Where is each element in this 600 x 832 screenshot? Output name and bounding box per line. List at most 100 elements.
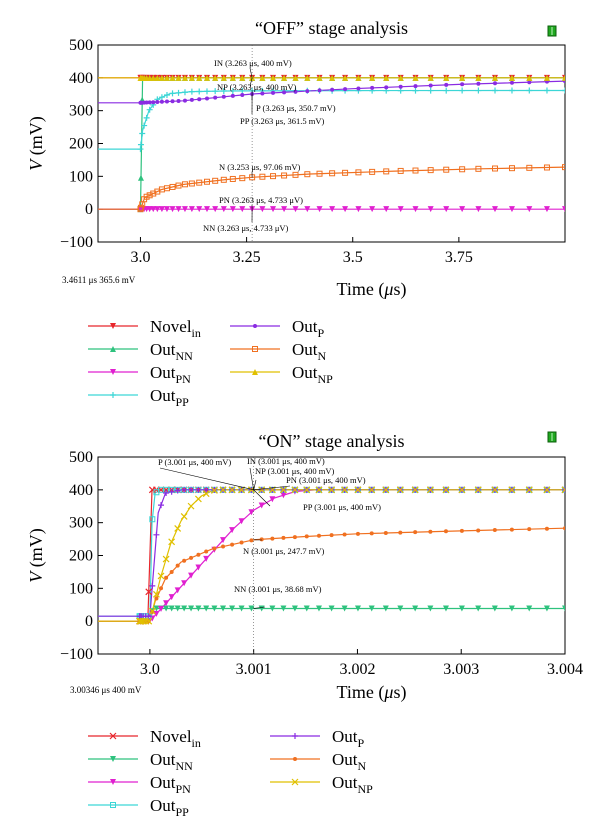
data-marker: [428, 88, 434, 94]
data-marker: [444, 529, 448, 533]
data-marker: [259, 502, 265, 508]
y-tick-label: 0: [85, 201, 93, 218]
legend-label-main: Out: [150, 773, 176, 792]
legend-label-sub: in: [192, 736, 201, 750]
plot-area: [98, 75, 568, 212]
legend-label-sub: P: [318, 326, 325, 340]
annotation-label: PN (3.001 μs, 400 mV): [286, 475, 366, 485]
legend-item-out-p: OutP: [230, 317, 325, 340]
on-stage-chart: “ON” stage analysis5004003002001000−1003…: [0, 420, 600, 827]
data-marker: [204, 88, 210, 94]
data-marker: [196, 88, 202, 94]
legend-label-sub: PP: [176, 395, 190, 409]
legend-label: OutPP: [150, 386, 189, 409]
y-tick-label: 500: [69, 37, 93, 54]
annotation-label: NN (3.001 μs, 38.68 mV): [234, 584, 322, 594]
legend-label: Novelin: [150, 727, 201, 750]
chart-title: “ON” stage analysis: [259, 431, 405, 451]
data-marker: [398, 531, 402, 535]
y-axis-label-unit: (mV): [26, 116, 47, 160]
annotation-label: P (3.001 μs, 400 mV): [158, 457, 231, 467]
data-marker: [384, 85, 388, 89]
legend-label-main: Out: [292, 363, 318, 382]
data-marker: [527, 527, 531, 531]
data-marker: [293, 535, 297, 539]
green-square-icon: [548, 26, 556, 36]
legend-label-main: Out: [292, 340, 318, 359]
annotation-leader: [160, 468, 254, 490]
legend-label-main: Novel: [150, 727, 192, 746]
data-marker: [443, 88, 449, 94]
data-marker: [231, 94, 235, 98]
data-marker: [138, 142, 144, 148]
legend-item-out-nn: OutNN: [88, 340, 193, 363]
data-marker: [544, 87, 550, 93]
legend-label-main: Out: [150, 750, 176, 769]
data-marker: [545, 527, 549, 531]
x-tick-label: 3.75: [445, 249, 473, 266]
legend-swatch-marker: [110, 392, 116, 398]
series-out-n: [98, 167, 565, 209]
legend-swatch-marker: [253, 324, 257, 328]
legend-item-out-n: OutN: [230, 340, 327, 363]
data-marker: [270, 537, 274, 541]
legend-label-sub: P: [358, 736, 365, 750]
x-axis-label: Time (μs): [337, 279, 407, 300]
legend-item-out-n: OutN: [270, 750, 367, 773]
data-marker: [196, 553, 200, 557]
legend-label-sub: PN: [176, 372, 192, 386]
data-marker: [563, 526, 567, 530]
legend-label: OutNP: [292, 363, 333, 386]
data-marker: [399, 85, 403, 89]
data-marker: [460, 529, 464, 533]
data-marker: [562, 87, 568, 93]
legend-label: OutP: [292, 317, 325, 340]
green-square-icon: [548, 432, 556, 442]
data-marker: [181, 513, 187, 519]
data-marker: [155, 100, 159, 104]
legend-label-main: Out: [150, 340, 176, 359]
y-tick-label: 400: [69, 70, 93, 87]
data-marker: [177, 99, 181, 103]
legend-label-sub: NP: [358, 782, 374, 796]
annotation-label: PP (3.263 μs, 361.5 mV): [240, 116, 324, 126]
annotation-leader: [250, 468, 254, 490]
legend-marker: [253, 324, 257, 328]
data-marker: [188, 503, 194, 509]
legend-item-out-pn: OutPN: [88, 773, 191, 796]
x-tick-label: 3.5: [343, 249, 363, 266]
y-axis-label: V (mV): [26, 528, 47, 583]
data-marker: [153, 532, 159, 538]
data-marker: [343, 532, 347, 536]
x-axis-label-prefix: Time (: [337, 279, 385, 300]
legend-marker: [292, 733, 298, 739]
legend-marker: [110, 392, 116, 398]
legend-label-main: Novel: [150, 317, 192, 336]
annotation-leader: [254, 480, 256, 490]
data-marker: [493, 81, 497, 85]
series-line: [98, 91, 565, 150]
data-marker: [249, 538, 253, 542]
legend-label: OutPP: [150, 796, 189, 819]
legend-label: OutN: [292, 340, 327, 363]
x-tick-label: 3.002: [339, 661, 375, 678]
x-axis-label-mu: μ: [383, 279, 393, 299]
legend-label-sub: NN: [176, 349, 194, 363]
data-marker: [492, 88, 498, 94]
x-axis-label-mu: μ: [383, 682, 393, 702]
y-tick-label: 200: [69, 548, 93, 565]
chart-title: “OFF” stage analysis: [255, 18, 408, 38]
x-tick-label: 3.0: [140, 661, 160, 678]
annotation-label: NP (3.263 μs, 400 mV): [217, 82, 296, 92]
annotation-label: NN (3.263 μs, 4.733 μV): [203, 223, 289, 233]
data-marker: [169, 539, 175, 545]
off-stage-chart: “OFF” stage analysis5004003002001000−100…: [0, 0, 600, 410]
data-marker: [139, 130, 145, 136]
plot-frame: [98, 457, 565, 654]
legend-label: OutPN: [150, 773, 191, 796]
data-marker: [240, 93, 244, 97]
data-marker: [176, 90, 182, 96]
series-line: [98, 167, 565, 209]
x-tick-label: 3.001: [236, 661, 272, 678]
